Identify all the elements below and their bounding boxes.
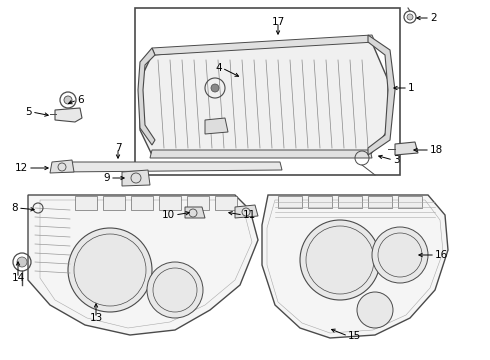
Polygon shape <box>395 142 418 155</box>
Text: 12: 12 <box>15 163 28 173</box>
Circle shape <box>147 262 203 318</box>
Polygon shape <box>138 48 155 145</box>
Polygon shape <box>159 196 181 210</box>
Polygon shape <box>58 162 282 172</box>
Circle shape <box>64 96 72 104</box>
Polygon shape <box>28 195 258 335</box>
Circle shape <box>211 84 219 92</box>
Polygon shape <box>278 196 302 208</box>
Circle shape <box>300 220 380 300</box>
Polygon shape <box>75 196 97 210</box>
Circle shape <box>68 228 152 312</box>
Polygon shape <box>131 196 153 210</box>
Polygon shape <box>152 35 375 55</box>
Polygon shape <box>140 38 388 155</box>
Circle shape <box>17 257 27 267</box>
Text: 13: 13 <box>89 313 102 323</box>
Text: 8: 8 <box>11 203 18 213</box>
Text: 6: 6 <box>77 95 84 105</box>
Polygon shape <box>50 160 74 173</box>
Text: 17: 17 <box>271 17 285 27</box>
Polygon shape <box>215 196 237 210</box>
Text: 3: 3 <box>393 155 400 165</box>
Polygon shape <box>235 205 258 218</box>
Polygon shape <box>103 196 125 210</box>
Text: 5: 5 <box>25 107 32 117</box>
Text: 14: 14 <box>11 273 24 283</box>
Polygon shape <box>205 118 228 134</box>
Text: 1: 1 <box>408 83 415 93</box>
Text: 9: 9 <box>103 173 110 183</box>
Circle shape <box>372 227 428 283</box>
Text: 18: 18 <box>430 145 443 155</box>
Text: 11: 11 <box>243 210 256 220</box>
Circle shape <box>357 292 393 328</box>
Polygon shape <box>398 196 422 208</box>
Polygon shape <box>338 196 362 208</box>
Bar <box>135 8 400 175</box>
Text: 16: 16 <box>435 250 448 260</box>
Text: 15: 15 <box>348 331 361 341</box>
Text: 10: 10 <box>162 210 175 220</box>
Polygon shape <box>368 196 392 208</box>
Text: 2: 2 <box>430 13 437 23</box>
Polygon shape <box>262 195 448 338</box>
Polygon shape <box>185 207 205 218</box>
Polygon shape <box>150 150 372 158</box>
Polygon shape <box>368 35 395 155</box>
Text: 7: 7 <box>115 143 122 153</box>
Polygon shape <box>187 196 209 210</box>
Polygon shape <box>122 170 150 186</box>
Text: 4: 4 <box>216 63 222 73</box>
Circle shape <box>407 14 413 20</box>
Polygon shape <box>55 108 82 122</box>
Polygon shape <box>308 196 332 208</box>
